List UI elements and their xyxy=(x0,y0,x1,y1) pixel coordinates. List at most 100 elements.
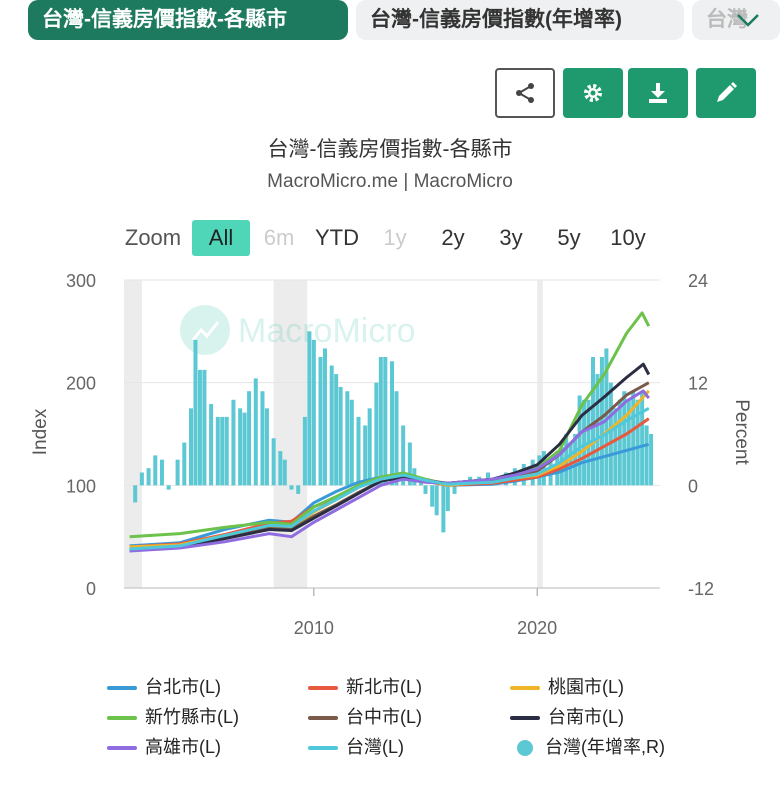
y-right-tick-label: -12 xyxy=(688,579,714,599)
yoy-bar-35 xyxy=(338,386,343,486)
legend-item[interactable]: 新竹縣市(L) xyxy=(107,702,239,732)
category-tabs: 台灣-信義房價指數-各縣市 台灣-信義房價指數(年增率) 台灣 xyxy=(0,0,780,44)
yoy-bar-86 xyxy=(635,399,640,486)
legend-item[interactable]: 台中市(L) xyxy=(308,702,422,732)
yoy-bar-82 xyxy=(617,399,622,486)
share-button[interactable] xyxy=(495,68,555,118)
yoy-bar-34 xyxy=(334,374,339,486)
yoy-bar-33 xyxy=(329,365,334,486)
yoy-bar-54 xyxy=(445,485,450,511)
yoy-bar-25 xyxy=(282,459,287,486)
yoy-bar-38 xyxy=(356,416,361,486)
yoy-bar-12 xyxy=(209,404,214,486)
legend-label: 台灣(年增率,R) xyxy=(545,737,665,757)
yoy-bar-83 xyxy=(622,391,627,486)
legend-item[interactable]: 台灣(年增率,R) xyxy=(510,732,665,762)
yoy-bar-51 xyxy=(430,485,435,507)
y-axis-left-label: Index xyxy=(30,408,51,455)
legend-swatch xyxy=(308,716,338,721)
legend-label: 桃園市(L) xyxy=(548,677,624,697)
yoy-bar-89 xyxy=(649,434,654,486)
yoy-bar-10 xyxy=(197,369,202,486)
zoom-5y-button[interactable]: 5y xyxy=(557,225,581,250)
legend-item[interactable]: 台南市(L) xyxy=(510,702,624,732)
recession-band-0 xyxy=(124,280,142,588)
zoom-1y-button[interactable]: 1y xyxy=(383,225,407,250)
edit-button[interactable] xyxy=(696,68,756,118)
yoy-bar-18 xyxy=(242,412,247,486)
yoy-bar-46 xyxy=(401,425,406,486)
yoy-bar-32 xyxy=(323,348,327,486)
yoy-bar-41 xyxy=(374,382,379,486)
yoy-bar-1 xyxy=(139,472,144,486)
zoom-6m-button[interactable]: 6m xyxy=(263,225,295,250)
zoom-all-button[interactable]: All xyxy=(192,220,250,256)
legend-item[interactable]: 新北市(L) xyxy=(308,672,422,702)
yoy-bar-30 xyxy=(311,339,316,486)
yoy-bar-26 xyxy=(289,485,294,490)
yoy-bar-80 xyxy=(608,382,613,486)
tab-more[interactable]: 台灣 xyxy=(692,0,780,40)
legend-label: 高雄市(L) xyxy=(145,737,221,757)
pencil-icon xyxy=(717,82,737,102)
yoy-bar-14 xyxy=(220,416,225,486)
chart-legend: 台北市(L) 新北市(L) 桃園市(L) 新竹縣市(L) 台中市(L) 台南市(L) 高雄市… xyxy=(0,672,780,772)
legend-item[interactable]: 高雄市(L) xyxy=(107,732,221,762)
yoy-bar-0 xyxy=(133,485,138,503)
zoom-10y-button[interactable]: 10y xyxy=(610,225,646,250)
legend-swatch xyxy=(517,740,533,757)
y-axis-right-label: Percent xyxy=(731,399,752,465)
yoy-bar-27 xyxy=(296,485,301,494)
series-line-7 xyxy=(129,406,650,551)
yoy-bar-36 xyxy=(345,391,350,486)
download-icon xyxy=(649,83,667,103)
yoy-bar-22 xyxy=(264,408,269,486)
y-left-tick-label: 0 xyxy=(86,579,96,599)
tab-yoy[interactable]: 台灣-信義房價指數(年增率) xyxy=(356,0,684,40)
tab-city-index[interactable]: 台灣-信義房價指數-各縣市 xyxy=(28,0,348,40)
yoy-bar-2 xyxy=(146,468,151,486)
yoy-bar-66 xyxy=(541,451,546,486)
yoy-bar-23 xyxy=(271,438,276,486)
chart-title: 台灣-信義房價指數-各縣市 xyxy=(267,138,513,161)
yoy-bar-4 xyxy=(159,459,164,486)
zoom-3y-button[interactable]: 3y xyxy=(499,225,523,250)
legend-swatch xyxy=(308,746,338,751)
legend-label: 台灣(L) xyxy=(346,737,404,757)
settings-button[interactable] xyxy=(563,68,623,118)
zoom-ytd-button[interactable]: YTD xyxy=(315,225,359,250)
yoy-bar-73 xyxy=(577,395,582,486)
x-tick-label: 2010 xyxy=(294,618,334,638)
legend-swatch xyxy=(107,746,137,751)
yoy-bar-19 xyxy=(247,391,252,486)
yoy-bar-70 xyxy=(564,434,569,486)
yoy-bar-76 xyxy=(591,357,595,486)
legend-label: 台南市(L) xyxy=(548,707,624,727)
zoom-bar: Zoom All 6m YTD 1y 2y 3y 5y 10y xyxy=(0,220,780,260)
legend-swatch xyxy=(308,686,338,691)
yoy-bar-6 xyxy=(175,459,180,486)
yoy-bar-50 xyxy=(423,485,428,494)
yoy-bar-77 xyxy=(595,374,600,486)
legend-item[interactable]: 台灣(L) xyxy=(308,732,404,762)
yoy-bar-49 xyxy=(419,481,424,486)
zoom-2y-button[interactable]: 2y xyxy=(441,225,465,250)
yoy-bar-88 xyxy=(644,425,649,486)
yoy-bar-7 xyxy=(182,442,187,486)
yoy-bar-8 xyxy=(189,408,193,486)
yoy-bar-87 xyxy=(640,391,645,486)
yoy-bar-85 xyxy=(631,391,636,486)
yoy-bar-24 xyxy=(278,451,283,486)
recession-band-2 xyxy=(537,280,543,588)
legend-swatch xyxy=(107,686,137,691)
legend-item[interactable]: 台北市(L) xyxy=(107,672,221,702)
zoom-label: Zoom xyxy=(124,225,182,250)
download-button[interactable] xyxy=(628,68,688,118)
legend-swatch xyxy=(510,716,540,721)
yoy-bar-81 xyxy=(613,408,618,486)
y-right-tick-label: 12 xyxy=(688,374,708,394)
legend-label: 新竹縣市(L) xyxy=(145,707,239,727)
legend-item[interactable]: 桃園市(L) xyxy=(510,672,624,702)
legend-label: 新北市(L) xyxy=(346,677,422,697)
chevron-down-icon[interactable] xyxy=(734,6,762,34)
